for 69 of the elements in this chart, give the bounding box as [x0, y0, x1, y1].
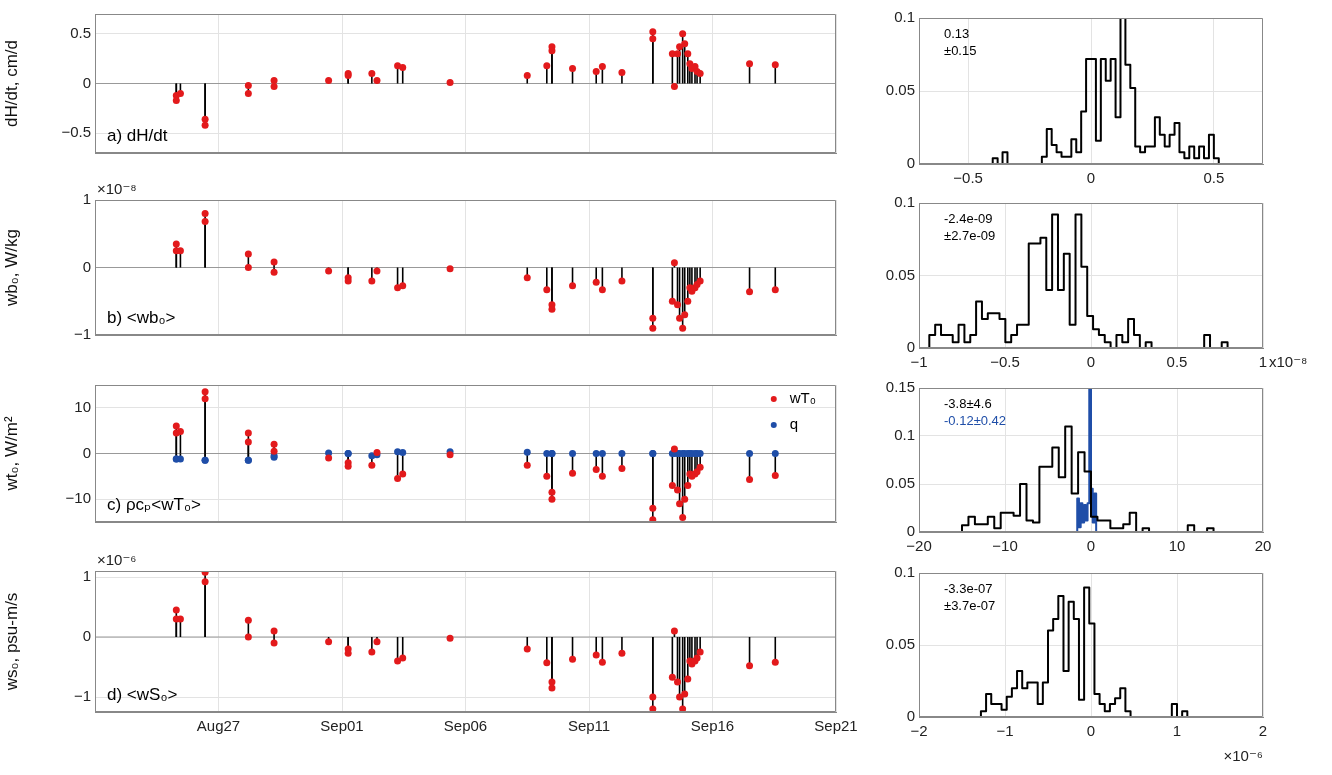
y-tick-label: −10	[65, 489, 91, 507]
annotation: ±0.15	[944, 43, 977, 59]
y-tick-label: 0.05	[885, 265, 915, 283]
y-tick-label: 0.05	[885, 81, 915, 99]
y-tick-label: 0.1	[894, 563, 915, 581]
x-tick-label: Aug27	[196, 717, 241, 735]
x-tick-label: −0.5	[953, 169, 983, 187]
y-tick-label: −1	[73, 687, 91, 705]
annotation: a) dH/dt	[107, 126, 168, 146]
legend-label: q	[789, 415, 799, 433]
annotation: d) <wS₀>	[107, 685, 178, 705]
legend-label: wT₀	[788, 389, 817, 407]
y-tick-label: 0.1	[894, 8, 915, 26]
y-tick-label: 0	[82, 257, 91, 275]
y-tick-label: 10	[74, 397, 91, 415]
x-axis-title: ×10⁻⁶	[1223, 746, 1263, 764]
y-axis-title: wt₀, W/m²	[1, 416, 21, 492]
annotation: b) <wb₀>	[107, 308, 176, 328]
annotation: 0.13	[944, 26, 970, 42]
x-tick-label: 1	[1258, 353, 1268, 371]
y-tick-label: 1	[82, 190, 91, 208]
x-tick-label: 10	[1168, 537, 1186, 555]
x-tick-label: −2	[910, 722, 928, 740]
y-tick-label: 1	[82, 567, 91, 585]
x-tick-label: Sep16	[690, 717, 735, 735]
y-tick-label: 0.5	[70, 24, 91, 41]
x-tick-label: 0.5	[1203, 169, 1225, 187]
x-tick-label: −0.5	[990, 353, 1020, 371]
x-tick-label: 2	[1258, 722, 1268, 740]
x-tick-label: 0	[1086, 353, 1096, 371]
x-tick-label: 0	[1086, 722, 1096, 740]
x-tick-label: 1	[1172, 722, 1182, 740]
annotation: ±3.7e-07	[944, 598, 996, 614]
x-tick-label: −1	[996, 722, 1014, 740]
y-tick-label: 0	[82, 73, 91, 91]
y-tick-label: 0.1	[894, 193, 915, 211]
y-tick-label: 0	[906, 154, 915, 172]
x-tick-label: Sep01	[320, 717, 364, 735]
annotation: -3.8±4.6	[944, 396, 992, 412]
y-tick-label: 0	[82, 627, 91, 645]
y-tick-label: 0	[82, 443, 91, 461]
annotation: ±2.7e-09	[944, 228, 996, 244]
y-axis-title: wb₀, W/kg	[1, 229, 21, 307]
x-tick-label: Sep06	[443, 717, 488, 735]
y-tick-label: 0.15	[885, 378, 915, 396]
y-tick-label: −1	[73, 325, 91, 343]
x-tick-label: 0.5	[1166, 353, 1188, 371]
x-tick-label: Sep21	[814, 717, 858, 735]
text: ×10⁻⁶	[97, 550, 137, 568]
text: ×10⁻⁸	[97, 179, 137, 197]
y-tick-label: 0	[906, 522, 915, 540]
y-tick-label: −0.5	[61, 123, 91, 141]
y-tick-label: 0.1	[894, 426, 915, 444]
x-tick-label: −10	[992, 537, 1018, 555]
annotation: -0.12±0.42	[944, 413, 1007, 429]
annotation: c) ρcₚ<wT₀>	[107, 495, 201, 515]
x-tick-label: Sep11	[567, 717, 611, 735]
x-tick-label: 0	[1086, 537, 1096, 555]
annotation: -3.3e-07	[944, 581, 993, 597]
y-tick-label: 0.05	[885, 635, 915, 653]
x-tick-label: −20	[906, 537, 932, 555]
y-tick-label: 0	[906, 338, 915, 356]
y-axis-title: dH/dt, cm/d	[1, 40, 21, 127]
x-axis-title: x10⁻⁸	[1269, 352, 1308, 370]
annotation: -2.4e-09	[944, 211, 993, 227]
y-axis-title: ws₀, psu-m/s	[1, 592, 21, 692]
x-tick-label: 20	[1254, 537, 1272, 555]
x-tick-label: 0	[1086, 169, 1096, 187]
y-tick-label: 0.05	[885, 474, 915, 492]
